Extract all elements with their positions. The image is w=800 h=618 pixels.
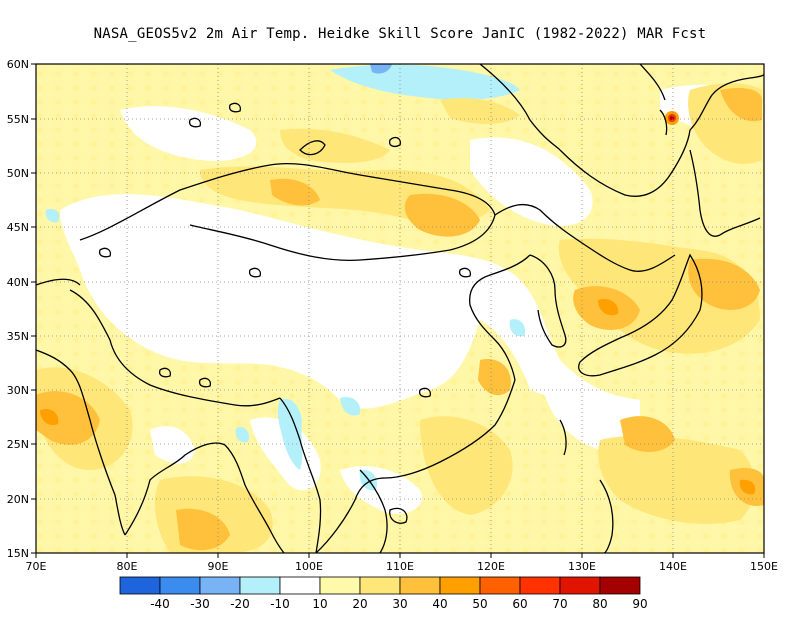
colorbar-swatch — [359, 576, 401, 595]
lat-label: 55N — [7, 113, 29, 126]
colorbar-label: 40 — [432, 597, 447, 611]
colorbar-swatch — [479, 576, 521, 595]
colorbar-swatch — [199, 576, 241, 595]
colorbar-label: 80 — [592, 597, 607, 611]
colorbar-label: -20 — [230, 597, 250, 611]
lat-label: 25N — [7, 438, 29, 451]
colorbar-swatch — [519, 576, 561, 595]
colorbar: -40 -30 -20 -10 10 20 30 40 50 60 70 80 90 — [119, 576, 648, 611]
lon-label: 130E — [568, 560, 596, 573]
colorbar-label: 60 — [512, 597, 527, 611]
colorbar-label: 20 — [352, 597, 367, 611]
colorbar-swatch — [119, 576, 161, 595]
lon-label: 90E — [208, 560, 229, 573]
colorbar-label: 10 — [312, 597, 327, 611]
colorbar-swatch — [319, 576, 361, 595]
colorbar-swatch — [599, 576, 641, 595]
lon-label: 100E — [295, 560, 323, 573]
colorbar-label: 30 — [392, 597, 407, 611]
shaded-field — [36, 64, 764, 553]
lat-label: 60N — [7, 58, 29, 71]
lat-label: 50N — [7, 167, 29, 180]
coastlines — [36, 64, 764, 553]
axis-ticks — [31, 63, 765, 558]
lat-label: 40N — [7, 276, 29, 289]
colorbar-swatch — [279, 576, 321, 595]
colorbar-swatch — [559, 576, 601, 595]
lat-label: 20N — [7, 493, 29, 506]
lon-label: 110E — [386, 560, 414, 573]
colorbar-label: -30 — [190, 597, 210, 611]
colorbar-label: 90 — [632, 597, 647, 611]
lat-label: 15N — [7, 547, 29, 560]
colorbar-label: 70 — [552, 597, 567, 611]
colorbar-swatch — [399, 576, 441, 595]
chart-title: NASA_GEOS5v2 2m Air Temp. Heidke Skill S… — [93, 26, 707, 42]
lon-label: 140E — [659, 560, 687, 573]
lon-label: 80E — [117, 560, 138, 573]
longitude-labels: 70E 80E 90E 100E 110E 120E 130E 140E 150… — [26, 560, 778, 573]
lat-label: 35N — [7, 330, 29, 343]
colorbar-label: -10 — [270, 597, 290, 611]
lon-label: 70E — [26, 560, 47, 573]
colorbar-swatch — [239, 576, 281, 595]
lon-label: 150E — [750, 560, 778, 573]
latitude-labels: 15N 20N 25N 30N 35N 40N 45N 50N 55N 60N — [7, 58, 29, 560]
colorbar-swatch — [159, 576, 201, 595]
lon-label: 120E — [477, 560, 505, 573]
lat-label: 45N — [7, 221, 29, 234]
lat-label: 30N — [7, 384, 29, 397]
colorbar-label: -40 — [150, 597, 170, 611]
colorbar-swatch — [439, 576, 481, 595]
colorbar-label: 50 — [472, 597, 487, 611]
grid-lines — [36, 64, 764, 553]
